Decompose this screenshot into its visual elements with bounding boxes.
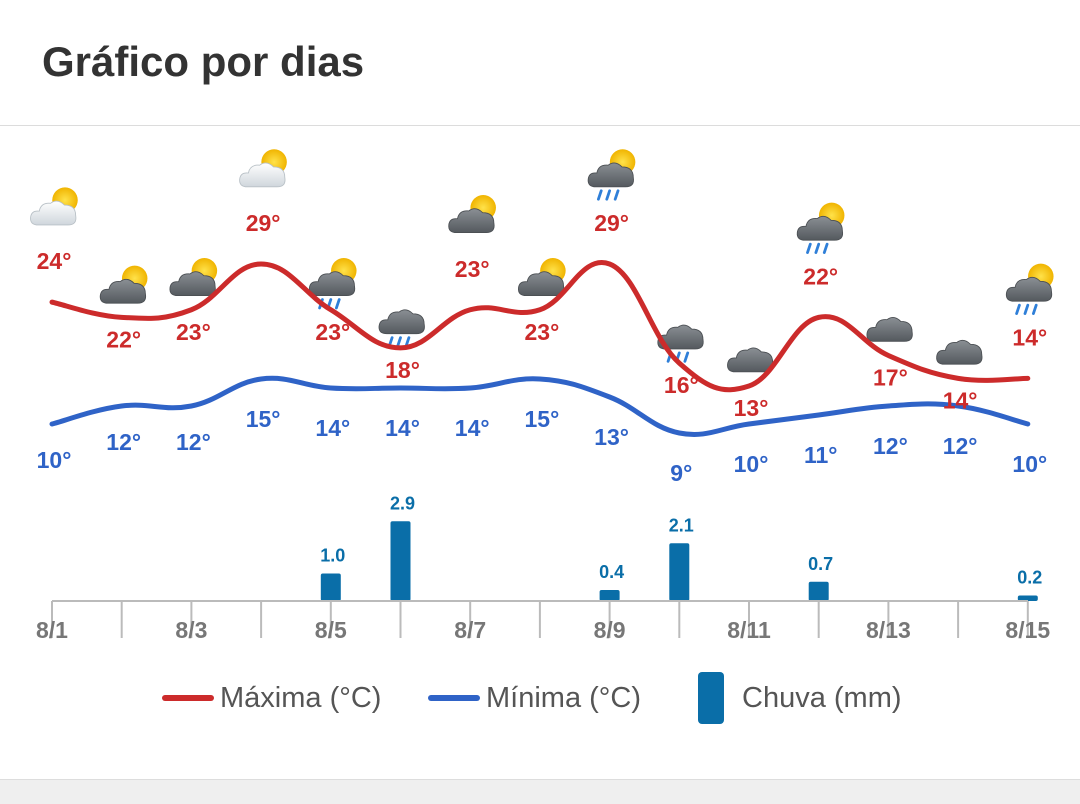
max-temp-line: [49, 259, 1031, 393]
cloud-icon: [936, 339, 983, 365]
x-tick-label: 8/13: [866, 617, 911, 643]
rain-value-label: 2.1: [669, 515, 694, 535]
max-temp-label: 22°: [803, 263, 838, 289]
rain-bar: [390, 521, 411, 601]
min-temp-label: 14°: [315, 415, 350, 441]
sun-cloud-rain-icon: [1005, 263, 1054, 316]
legend-swatch-max: [162, 695, 214, 701]
max-temp-label: 17°: [873, 365, 908, 391]
rain-bar: [320, 573, 341, 601]
max-temp-label: 23°: [455, 256, 490, 282]
min-temp-label: 9°: [670, 460, 692, 486]
min-temp-line: [49, 375, 1031, 437]
rain-bar: [599, 590, 620, 601]
max-temp-label: 16°: [664, 372, 699, 398]
min-temp-label: 12°: [176, 429, 211, 455]
min-temp-label: 14°: [385, 415, 420, 441]
max-temp-label: 24°: [37, 248, 72, 274]
max-temp-label: 13°: [734, 395, 769, 421]
legend-swatch-rain: [698, 672, 724, 724]
x-tick-label: 8/7: [454, 617, 486, 643]
daily-forecast-chart: 24° 22° 23° 29° 23° 18° 23° 23° 29° 16° 13° 22° 17° 1…: [30, 149, 1054, 643]
min-temp-label: 12°: [873, 433, 908, 459]
legend-item-min: Mínima (°C): [428, 670, 641, 726]
cloud-icon: [727, 347, 774, 373]
max-temp-label: 18°: [385, 357, 420, 383]
legend-label-rain: Chuva (mm): [742, 681, 902, 714]
header: Gráfico por dias: [0, 0, 1080, 126]
min-temp-label: 13°: [594, 424, 629, 450]
rain-value-label: 2.9: [390, 493, 415, 513]
x-tick-label: 8/5: [315, 617, 347, 643]
rain-cloud-icon: [378, 309, 425, 348]
page-title: Gráfico por dias: [42, 38, 365, 85]
legend-label-max: Máxima (°C): [220, 681, 382, 714]
x-tick-label: 8/9: [594, 617, 626, 643]
max-temp-label: 29°: [246, 210, 281, 236]
sun-cloud-rain-icon: [587, 149, 636, 201]
x-tick-label: 8/11: [727, 617, 771, 643]
partly-cloudy-icon: [99, 265, 148, 304]
max-temp-label: 14°: [943, 387, 978, 413]
legend-item-max: Máxima (°C): [162, 670, 381, 726]
rain-value-label: 1.0: [320, 546, 345, 566]
partly-cloudy-icon: [517, 258, 566, 297]
legend-item-rain: Chuva (mm): [698, 670, 902, 726]
min-temp-label: 15°: [246, 406, 281, 432]
rain-bar: [1017, 595, 1038, 601]
partly-sunny-icon: [30, 187, 78, 226]
min-temp-label: 12°: [943, 433, 978, 459]
x-tick-label: 8/1: [36, 617, 68, 643]
max-temp-label: 14°: [1012, 324, 1047, 350]
sun-cloud-rain-icon: [796, 202, 845, 255]
rain-bar: [669, 543, 690, 601]
legend: Máxima (°C) Mínima (°C) Chuva (mm): [0, 670, 1080, 726]
rain-value-label: 0.4: [599, 562, 624, 582]
max-temp-label: 23°: [525, 319, 560, 345]
partly-cloudy-icon: [169, 258, 218, 297]
partly-cloudy-icon: [448, 195, 496, 234]
max-temp-label: 22°: [106, 326, 141, 352]
min-temp-label: 10°: [37, 447, 72, 473]
rain-value-label: 0.2: [1017, 568, 1042, 588]
rain-bar: [808, 581, 829, 601]
min-temp-label: 11°: [804, 442, 838, 468]
footer-bar: [0, 779, 1080, 804]
min-temp-label: 12°: [106, 429, 141, 455]
min-temp-label: 15°: [525, 406, 560, 432]
max-temp-label: 23°: [315, 319, 350, 345]
x-tick-label: 8/3: [175, 617, 207, 643]
cloud-icon: [866, 317, 913, 342]
x-tick-label: 8/15: [1005, 617, 1050, 643]
partly-sunny-icon: [239, 149, 287, 188]
min-temp-label: 10°: [1012, 451, 1047, 477]
max-temp-label: 29°: [594, 210, 629, 236]
rain-value-label: 0.7: [808, 554, 833, 574]
legend-swatch-min: [428, 695, 480, 701]
max-temp-label: 23°: [176, 319, 211, 345]
min-temp-label: 14°: [455, 415, 490, 441]
legend-label-min: Mínima (°C): [486, 681, 641, 714]
min-temp-label: 10°: [734, 451, 769, 477]
